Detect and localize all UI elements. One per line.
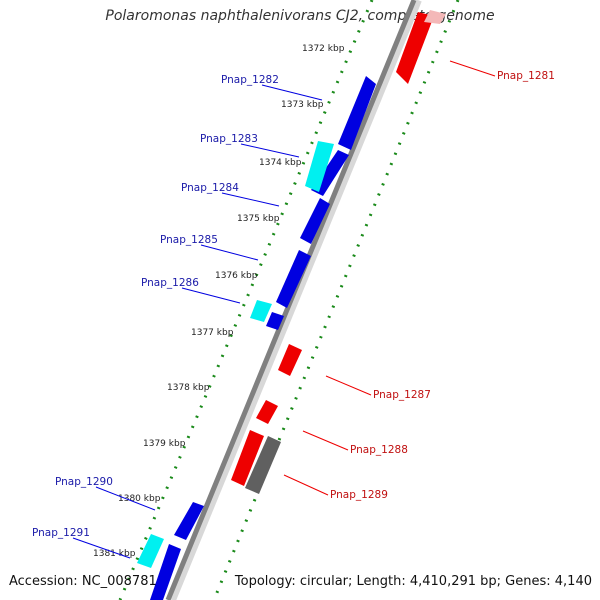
gene-label-pnap-1285[interactable]: Pnap_1285 [160, 234, 218, 246]
gene-leader-line [325, 375, 372, 396]
gene-label-pnap-1286[interactable]: Pnap_1286 [141, 277, 199, 289]
tick-label: 1372 kbp [302, 44, 345, 54]
gene-leader-line [261, 84, 323, 101]
tick-label: 1379 kbp [143, 439, 186, 449]
gene-label-pnap-1284[interactable]: Pnap_1284 [181, 182, 239, 194]
tick-label: 1376 kbp [215, 271, 258, 281]
gene-label-pnap-1281[interactable]: Pnap_1281 [497, 70, 555, 82]
gene-arrow-pnap-1285[interactable] [276, 250, 311, 308]
gene-labels: Pnap_1282 Pnap_1283 Pnap_1284 Pnap_1285 Pnap… [32, 60, 555, 559]
gene-leader-line [200, 244, 259, 261]
tick-label: 1377 kbp [191, 328, 234, 338]
dotted-guides [118, 0, 460, 600]
gene-arrow-pnap-1281-faded[interactable] [424, 10, 446, 24]
backbone [165, 0, 422, 600]
tick-label: 1374 kbp [259, 158, 302, 168]
gene-arrow-pnap-1286[interactable] [250, 300, 272, 322]
gene-arrow-pnap-1284[interactable] [300, 198, 330, 244]
gene-label-pnap-1290[interactable]: Pnap_1290 [55, 476, 113, 488]
gene-leader-line [283, 474, 329, 496]
backbone-line [165, 0, 417, 600]
gene-arrow-pnap-1281[interactable] [396, 12, 434, 84]
gene-arrow-pnap-1287[interactable] [278, 344, 302, 376]
tick-label: 1373 kbp [281, 100, 324, 110]
accession-text: Accession: NC_008781 [9, 574, 157, 589]
gene-arrow-pnap-1291[interactable] [137, 534, 164, 568]
gene-label-pnap-1289[interactable]: Pnap_1289 [330, 489, 388, 501]
gene-arrow-pnap-1288[interactable] [256, 400, 278, 424]
gene-leader-line [302, 430, 349, 451]
gene-label-pnap-1287[interactable]: Pnap_1287 [373, 389, 431, 401]
tick-label: 1375 kbp [237, 214, 280, 224]
gene-label-pnap-1288[interactable]: Pnap_1288 [350, 444, 408, 456]
gene-arrow-pnap-1282[interactable] [338, 76, 376, 150]
gene-leader-line [181, 287, 241, 304]
gene-arrow-pnap-1286b[interactable] [266, 312, 284, 330]
tick-label: 1381 kbp [93, 549, 136, 559]
gene-arrow-pnap-1289[interactable] [245, 436, 281, 494]
gene-label-pnap-1283[interactable]: Pnap_1283 [200, 133, 258, 145]
gene-label-pnap-1291[interactable]: Pnap_1291 [32, 527, 90, 539]
gene-leader-line [221, 192, 280, 207]
gene-leader-line [95, 486, 156, 511]
tick-label: 1378 kbp [167, 383, 210, 393]
kbp-tick-labels: 1372 kbp 1373 kbp 1374 kbp 1375 kbp 1376 kbp… [93, 44, 345, 559]
tick-label: 1380 kbp [118, 494, 161, 504]
gene-leader-line [449, 60, 496, 77]
topology-summary: Topology: circular; Length: 4,410,291 bp… [234, 574, 592, 589]
gene-arrow-pnap-1290[interactable] [174, 502, 204, 540]
gene-arrows [137, 10, 446, 600]
right-dotted-guide [212, 0, 460, 600]
gene-arrow-pnap-1283[interactable] [305, 141, 334, 192]
backbone-shadow [168, 0, 422, 600]
genome-title: Polaromonas naphthalenivorans CJ2, compl… [105, 8, 495, 24]
gene-arrow-pnap-1291b[interactable] [150, 544, 181, 600]
gene-arrow-pnap-1289-red[interactable] [231, 430, 264, 486]
gene-leader-line [240, 143, 300, 158]
gene-label-pnap-1282[interactable]: Pnap_1282 [221, 74, 279, 86]
left-dotted-guide [118, 0, 374, 600]
gene-leader-line [72, 537, 131, 559]
